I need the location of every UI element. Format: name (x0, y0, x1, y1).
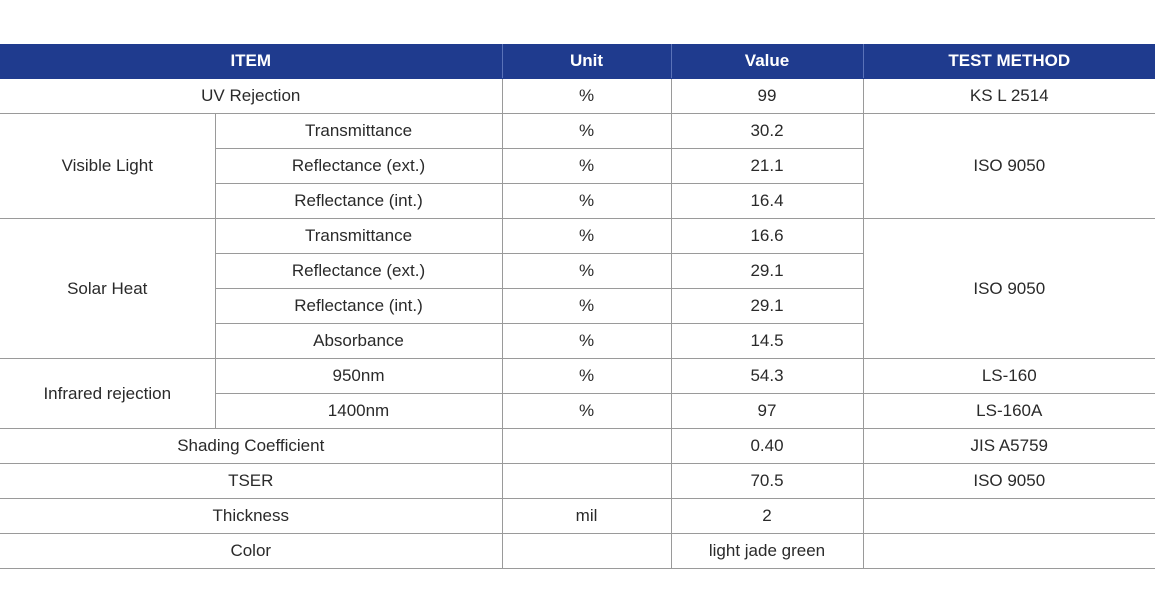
table-row: Color light jade green (0, 533, 1155, 569)
method-cell: KS L 2514 (862, 78, 1155, 114)
spec-table: ITEM Unit Value TEST METHOD UV Rejection… (0, 44, 1155, 569)
value-cell: 21.1 (670, 148, 864, 184)
unit-cell (501, 463, 672, 499)
unit-cell: % (501, 393, 672, 429)
header-unit: Unit (501, 44, 672, 79)
sub-item-cell: Transmittance (214, 113, 503, 149)
header-test-method: TEST METHOD (862, 44, 1155, 79)
sub-item-cell: 950nm (214, 358, 503, 394)
group-cell-infrared-rejection: Infrared rejection (0, 358, 216, 429)
unit-cell: % (501, 113, 672, 149)
method-cell (862, 498, 1155, 534)
value-cell: 54.3 (670, 358, 864, 394)
sub-item-cell: Reflectance (ext.) (215, 148, 503, 184)
value-cell: 97 (670, 393, 864, 429)
table-body: UV Rejection % 99 KS L 2514 Visible Ligh… (0, 78, 1155, 569)
value-cell: 30.2 (670, 113, 864, 149)
sub-item-cell: 1400nm (215, 393, 503, 429)
unit-cell: % (501, 148, 672, 184)
sub-item-cell: Absorbance (215, 323, 503, 359)
unit-cell: % (501, 78, 672, 114)
group-cell-solar-heat: Solar Heat (0, 218, 216, 359)
method-cell: ISO 9050 (862, 113, 1155, 219)
unit-cell (501, 533, 672, 569)
table-row: Reflectance (int.) % 16.4 (0, 183, 1155, 219)
item-cell: TSER (0, 463, 503, 499)
table-row: TSER 70.5 ISO 9050 (0, 463, 1155, 499)
method-cell: ISO 9050 (862, 218, 1155, 359)
value-cell: 14.5 (670, 323, 864, 359)
method-cell (862, 533, 1155, 569)
table-row: Visible Light Transmittance % 30.2 ISO 9… (0, 113, 1155, 219)
value-cell: 29.1 (670, 288, 864, 324)
value-cell: 99 (670, 78, 864, 114)
header-row: ITEM Unit Value TEST METHOD (0, 44, 1155, 79)
item-cell: UV Rejection (0, 78, 503, 114)
unit-cell: % (501, 183, 672, 219)
table-row: Reflectance (int.) % 29.1 (0, 288, 1155, 324)
table-row: Thickness mil 2 (0, 498, 1155, 534)
value-cell: 0.40 (670, 428, 864, 464)
table-row: Shading Coefficient 0.40 JIS A5759 (0, 428, 1155, 464)
table-row: Solar Heat Transmittance % 16.6 ISO 9050 (0, 218, 1155, 359)
table-row: Infrared rejection 950nm % 54.3 LS-160 (0, 358, 1155, 429)
value-cell: 16.6 (670, 218, 864, 254)
unit-cell: % (501, 323, 672, 359)
table-row: Reflectance (ext.) % 21.1 (0, 148, 1155, 184)
method-cell: JIS A5759 (862, 428, 1155, 464)
unit-cell: % (501, 253, 672, 289)
header-value: Value (670, 44, 864, 79)
value-cell: 70.5 (670, 463, 864, 499)
value-cell: light jade green (670, 533, 864, 569)
sub-item-cell: Reflectance (int.) (215, 288, 503, 324)
spec-table-container: ITEM Unit Value TEST METHOD UV Rejection… (0, 44, 1155, 569)
unit-cell: mil (501, 498, 672, 534)
method-cell: LS-160A (862, 393, 1155, 429)
method-cell: LS-160 (862, 358, 1155, 394)
item-cell: Thickness (0, 498, 503, 534)
value-cell: 29.1 (670, 253, 864, 289)
item-cell: Shading Coefficient (0, 428, 503, 464)
sub-item-cell: Reflectance (int.) (215, 183, 503, 219)
unit-cell: % (501, 218, 672, 254)
header-item: ITEM (0, 44, 503, 79)
unit-cell (501, 428, 672, 464)
value-cell: 2 (670, 498, 864, 534)
table-row: UV Rejection % 99 KS L 2514 (0, 78, 1155, 114)
sub-item-cell: Transmittance (214, 218, 503, 254)
value-cell: 16.4 (670, 183, 864, 219)
method-cell: ISO 9050 (862, 463, 1155, 499)
unit-cell: % (501, 358, 672, 394)
unit-cell: % (501, 288, 672, 324)
group-cell-visible-light: Visible Light (0, 113, 216, 219)
sub-item-cell: Reflectance (ext.) (215, 253, 503, 289)
table-header: ITEM Unit Value TEST METHOD (0, 44, 1155, 79)
item-cell: Color (0, 533, 503, 569)
